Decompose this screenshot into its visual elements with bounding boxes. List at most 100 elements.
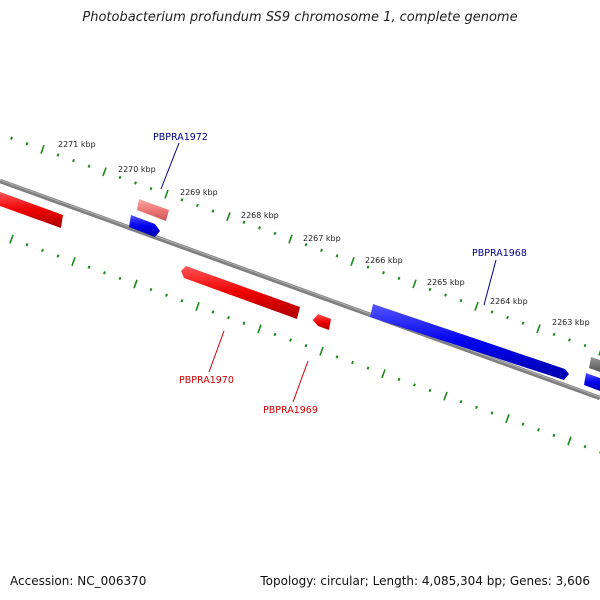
minor-tick: [366, 366, 370, 370]
minor-tick: [490, 310, 494, 314]
minor-tick: [537, 428, 540, 432]
minor-tick: [428, 388, 432, 393]
major-tick: [195, 301, 200, 311]
gene-arrow-left-edge[interactable]: [0, 192, 63, 228]
minor-tick: [320, 248, 323, 252]
minor-tick: [428, 287, 432, 292]
minor-tick: [304, 243, 308, 247]
gene-arrow-right-edge-blue[interactable]: [584, 373, 600, 391]
minor-tick: [444, 293, 447, 297]
accession-label: Accession: NC_006370: [10, 574, 147, 588]
major-tick: [226, 212, 231, 222]
minor-tick: [506, 315, 509, 320]
gene-label-pbpra1972[interactable]: PBPRA1972: [153, 132, 208, 143]
minor-tick: [103, 271, 106, 275]
minor-tick: [397, 276, 401, 280]
minor-tick: [118, 276, 122, 281]
minor-tick: [521, 422, 525, 426]
minor-tick: [10, 136, 13, 140]
gene-arrow-pbpra1972-faded[interactable]: [137, 199, 169, 221]
minor-tick: [56, 254, 60, 258]
major-tick: [412, 279, 417, 289]
kbp-labels: 2271 kbp 2270 kbp 2269 kbp 2268 kbp 2267…: [58, 140, 590, 327]
major-tick: [319, 346, 324, 356]
minor-tick: [41, 248, 44, 253]
minor-tick: [211, 209, 215, 213]
gene-arrow-pbpra1969[interactable]: [313, 314, 331, 330]
major-tick: [536, 324, 541, 334]
kbp-label: 2267 kbp: [303, 234, 341, 243]
kbp-label: 2270 kbp: [118, 165, 156, 174]
minor-tick: [397, 377, 401, 381]
major-tick: [133, 279, 138, 289]
major-tick: [381, 369, 386, 379]
minor-tick: [149, 287, 153, 292]
major-tick: [40, 144, 45, 154]
kbp-label: 2271 kbp: [58, 140, 96, 149]
kbp-label: 2268 kbp: [241, 211, 279, 220]
gene-label-pbpra1968[interactable]: PBPRA1968: [472, 248, 527, 259]
minor-tick: [521, 321, 525, 325]
genome-summary: Topology: circular; Length: 4,085,304 bp…: [260, 574, 590, 588]
gene-labels: PBPRA1972 PBPRA1968 PBPRA1970 PBPRA1969: [153, 132, 527, 416]
minor-tick: [118, 175, 122, 180]
minor-tick: [180, 299, 184, 303]
minor-tick: [211, 310, 215, 314]
major-tick: [567, 436, 572, 446]
minor-tick: [366, 265, 370, 269]
leader-line-pbpra1968: [483, 259, 497, 306]
minor-tick: [134, 181, 137, 185]
major-tick: [9, 234, 14, 244]
minor-tick: [335, 254, 339, 258]
major-tick: [350, 257, 355, 266]
minor-tick: [413, 383, 416, 387]
minor-tick: [25, 243, 29, 247]
gene-arrow-pbpra1970[interactable]: [181, 266, 300, 319]
kbp-label: 2266 kbp: [365, 256, 403, 265]
minor-tick: [552, 332, 556, 337]
major-tick: [164, 189, 169, 199]
major-tick: [257, 324, 262, 334]
major-tick: [505, 414, 510, 424]
gene-arrow-right-edge-gray[interactable]: [589, 357, 600, 372]
minor-tick: [180, 198, 184, 202]
minor-tick: [56, 153, 60, 157]
minor-tick: [242, 220, 246, 224]
minor-tick: [552, 433, 556, 438]
minor-tick: [475, 405, 478, 410]
major-tick: [474, 301, 479, 311]
kbp-label: 2264 kbp: [490, 297, 528, 306]
major-tick: [288, 234, 293, 244]
gene-arrow-pbpra1972[interactable]: [129, 215, 160, 237]
minor-tick: [149, 186, 153, 191]
minor-tick: [583, 444, 587, 449]
minor-tick: [382, 271, 385, 275]
minor-tick: [72, 158, 75, 163]
kbp-label: 2265 kbp: [427, 278, 465, 287]
kbp-label: 2263 kbp: [552, 318, 590, 327]
major-tick: [443, 391, 448, 401]
major-tick: [102, 167, 107, 177]
minor-tick: [289, 338, 292, 342]
gene-arrow-pbpra1968[interactable]: [370, 304, 569, 380]
minor-tick: [196, 203, 199, 208]
minor-tick: [335, 355, 339, 359]
minor-tick: [568, 338, 571, 342]
gene-label-pbpra1969[interactable]: PBPRA1969: [263, 405, 318, 416]
minor-tick: [273, 332, 277, 337]
minor-tick: [459, 400, 463, 404]
minor-tick: [25, 142, 29, 146]
minor-tick: [459, 299, 463, 303]
minor-tick: [87, 265, 91, 269]
gene-label-pbpra1970[interactable]: PBPRA1970: [179, 375, 234, 386]
minor-tick: [351, 360, 354, 365]
chromosome-backbone-highlight: [0, 179, 600, 398]
leader-line-pbpra1969: [292, 360, 309, 403]
minor-tick: [490, 411, 494, 415]
tick-rows: [9, 136, 600, 454]
minor-tick: [87, 164, 91, 168]
minor-tick: [304, 344, 308, 348]
map-title: Photobacterium profundum SS9 chromosome …: [82, 10, 518, 25]
minor-tick: [242, 321, 246, 325]
